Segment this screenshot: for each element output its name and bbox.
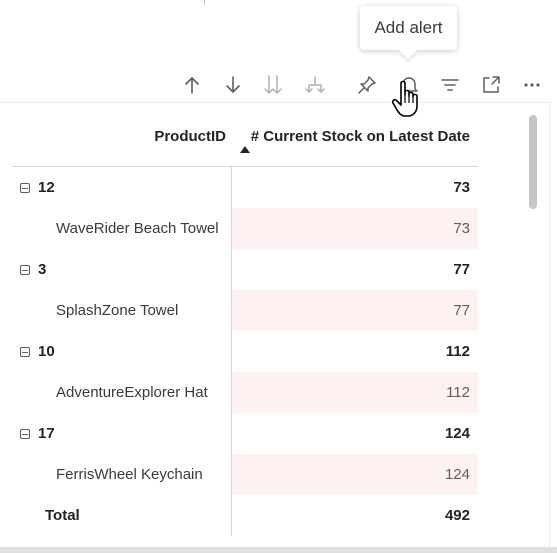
filter-button[interactable] xyxy=(435,70,465,100)
group-total: 77 xyxy=(231,249,478,290)
focus-mode-icon xyxy=(483,76,500,93)
collapse-icon[interactable] xyxy=(20,182,30,193)
product-stock: 77 xyxy=(231,290,478,331)
focus-mode-button[interactable] xyxy=(476,70,506,100)
group-total: 124 xyxy=(231,413,478,454)
group-total: 73 xyxy=(231,167,478,208)
group-row: 12 73 xyxy=(12,167,478,208)
child-row: AdventureExplorer Hat 112 xyxy=(12,372,478,413)
grand-total-label: Total xyxy=(45,507,80,524)
column-header-productid[interactable]: ProductID xyxy=(154,128,226,145)
group-key: 12 xyxy=(38,179,55,196)
collapse-icon[interactable] xyxy=(20,346,30,357)
group-key: 17 xyxy=(38,425,55,442)
sort-ascending-indicator xyxy=(240,146,250,153)
column-header-current-stock[interactable]: # Current Stock on Latest Date xyxy=(250,128,470,145)
group-key: 3 xyxy=(38,261,47,278)
top-divider xyxy=(204,0,205,5)
matrix-header-row: ProductID # Current Stock on Latest Date xyxy=(12,116,478,167)
add-alert-tooltip: Add alert xyxy=(360,6,457,50)
child-row: SplashZone Towel 77 xyxy=(12,290,478,331)
group-key: 10 xyxy=(38,343,55,360)
product-stock: 124 xyxy=(231,454,478,495)
product-stock: 112 xyxy=(231,372,478,413)
more-options-icon xyxy=(524,83,540,87)
sort-down-icon xyxy=(226,76,240,93)
drill-hierarchy-icon xyxy=(305,76,325,93)
pin-icon xyxy=(358,76,376,94)
expand-all-button[interactable] xyxy=(258,70,288,100)
group-row: 17 124 xyxy=(12,413,478,454)
collapse-icon[interactable] xyxy=(20,264,30,275)
pin-visual-button[interactable] xyxy=(352,70,382,100)
product-name: AdventureExplorer Hat xyxy=(56,384,208,401)
collapse-icon[interactable] xyxy=(20,428,30,439)
group-row: 3 77 xyxy=(12,249,478,290)
sort-descending-button[interactable] xyxy=(218,70,248,100)
child-row: WaveRider Beach Towel 73 xyxy=(12,208,478,249)
bottom-strip xyxy=(0,547,557,553)
sort-ascending-button[interactable] xyxy=(177,70,207,100)
matrix-table: ProductID # Current Stock on Latest Date… xyxy=(12,116,478,536)
hand-pointer-cursor-icon xyxy=(391,80,418,117)
sort-up-icon xyxy=(185,77,199,94)
product-name: FerrisWheel Keychain xyxy=(56,466,203,483)
more-options-button[interactable] xyxy=(517,70,547,100)
drill-hierarchy-button[interactable] xyxy=(300,70,330,100)
filter-icon xyxy=(441,79,459,91)
grand-total-value: 492 xyxy=(231,495,478,536)
grand-total-row: Total 492 xyxy=(12,495,478,536)
product-stock: 73 xyxy=(231,208,478,249)
product-name: SplashZone Towel xyxy=(56,302,179,319)
visual-header-toolbar xyxy=(0,70,557,100)
product-name: WaveRider Beach Towel xyxy=(56,220,219,237)
child-row: FerrisWheel Keychain 124 xyxy=(12,454,478,495)
vertical-scrollbar[interactable] xyxy=(529,115,537,209)
tooltip-text: Add alert xyxy=(374,18,443,37)
group-total: 112 xyxy=(231,331,478,372)
group-row: 10 112 xyxy=(12,331,478,372)
expand-all-down-icon xyxy=(264,75,282,94)
